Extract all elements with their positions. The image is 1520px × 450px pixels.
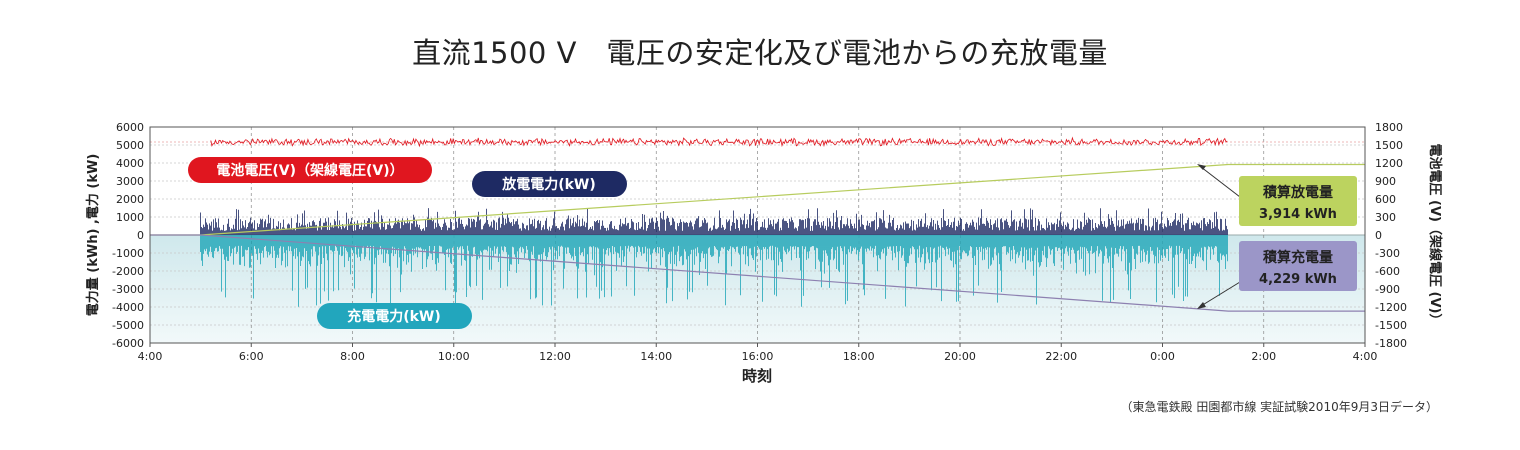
y-left-tick-label: -2000 [112,265,144,278]
y-axis-left-title: 電力量 (kWh) ,電力 (kW) [85,154,101,317]
cum-charge-value: 4,229 kWh [1259,272,1337,287]
cum-charge-title: 積算充電量 [1262,249,1333,266]
x-tick-label: 8:00 [340,350,365,363]
y-left-tick-label: -6000 [112,337,144,350]
cum-discharge-box: 積算放電量 3,914 kWh [1239,176,1357,226]
y-axis-right-title: 電池電圧 (V)（架線電圧 (V)） [1427,144,1443,327]
traces [150,136,1365,312]
y-right-tick-label: 300 [1375,211,1396,224]
cum-discharge-arrowhead [1197,164,1206,170]
y-left-tick-label: -1000 [112,247,144,260]
x-tick-label: 22:00 [1045,350,1077,363]
x-tick-label: 14:00 [640,350,672,363]
x-tick-label: 4:00 [138,350,163,363]
x-tick-label: 20:00 [944,350,976,363]
x-tick-label: 2:00 [1251,350,1276,363]
y-left-tick-label: 5000 [116,139,144,152]
cumulative-charge-series [150,234,1365,312]
cum-discharge-arrow [1200,166,1241,198]
x-tick-label: 10:00 [438,350,470,363]
cum-discharge-value: 3,914 kWh [1259,207,1337,222]
voltage-series-label-text: 電池電圧(V)（架線電圧(V)） [216,162,403,179]
y-right-tick-label: 0 [1375,229,1382,242]
y-left-tick-label: 0 [137,229,144,242]
x-tick-label: 16:00 [742,350,774,363]
voltage-series-label: 電池電圧(V)（架線電圧(V)） [188,157,432,183]
y-left-tick-label: 6000 [116,121,144,134]
discharge-series-label: 放電電力(kW) [472,171,627,197]
cum-charge-arrow [1200,281,1241,307]
y-right-tick-label: -1800 [1375,337,1407,350]
x-tick-label: 18:00 [843,350,875,363]
y-right-tick-label: 600 [1375,193,1396,206]
cum-charge-arrowhead [1197,302,1206,309]
y-right-tick-label: -1500 [1375,319,1407,332]
axes: 4:00 6:00 8:00 10:00 12:00 14:00 16:00 18:00 20:… [112,121,1407,363]
x-tick-label: 0:00 [1150,350,1175,363]
discharge-power-series [200,208,1228,235]
y-right-tick-label: 1200 [1375,157,1403,170]
x-axis-title: 時刻 [742,367,772,385]
y-right-tick-label: -600 [1375,265,1400,278]
y-right-tick-label: -1200 [1375,301,1407,314]
y-right-tick-label: 1800 [1375,121,1403,134]
discharge-series-label-text: 放電電力(kW) [501,176,596,193]
y-left-tick-label: -3000 [112,283,144,296]
y-right-tick-label: -900 [1375,283,1400,296]
page-title: 直流1500 V 電圧の安定化及び電池からの充放電量 [412,36,1108,70]
x-tick-label: 12:00 [539,350,571,363]
charge-series-label-text: 充電電力(kW) [347,308,441,325]
y-left-tick-label: 3000 [116,175,144,188]
voltage-series [210,136,1228,148]
y-right-tick-label: 900 [1375,175,1396,188]
y-left-tick-label: 2000 [116,193,144,206]
y-left-tick-label: 4000 [116,157,144,170]
x-tick-label: 6:00 [239,350,264,363]
y-right-tick-label: 1500 [1375,139,1403,152]
x-tick-label: 4:00 [1353,350,1378,363]
data-source-note: （東急電鉄殿 田園都市線 実証試験2010年9月3日データ） [1120,400,1438,414]
y-left-tick-label: -4000 [112,301,144,314]
charge-power-series [200,235,1228,307]
charge-series-label: 充電電力(kW) [317,303,472,329]
cum-charge-box: 積算充電量 4,229 kWh [1239,241,1357,291]
cum-discharge-title: 積算放電量 [1262,184,1333,201]
y-left-tick-label: -5000 [112,319,144,332]
y-left-tick-label: 1000 [116,211,144,224]
y-right-tick-label: -300 [1375,247,1400,260]
